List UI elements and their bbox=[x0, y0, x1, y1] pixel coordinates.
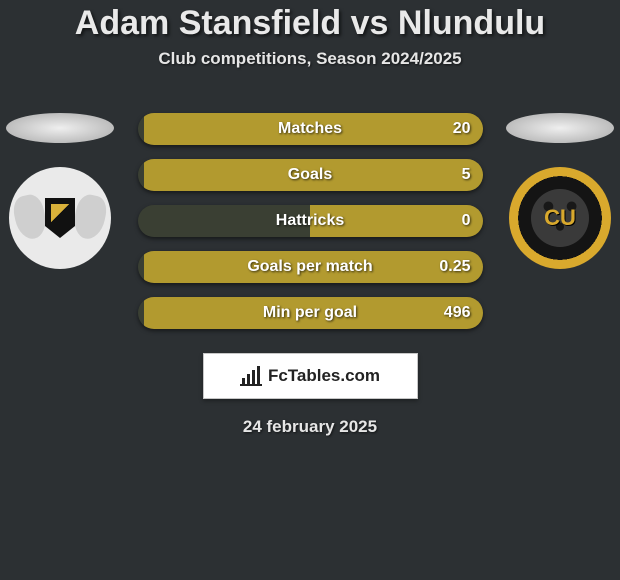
stat-value-right: 20 bbox=[453, 120, 471, 138]
stat-label: Goals per match bbox=[247, 258, 372, 276]
left-player-avatar bbox=[6, 113, 114, 143]
stat-row: Min per goal 496 bbox=[138, 297, 483, 329]
stat-label: Hattricks bbox=[276, 212, 344, 230]
right-club-badge: CU bbox=[509, 167, 611, 269]
stat-row: Goals per match 0.25 bbox=[138, 251, 483, 283]
brand-text: FcTables.com bbox=[268, 366, 380, 386]
stat-value-right: 0.25 bbox=[439, 258, 470, 276]
stat-value-right: 5 bbox=[462, 166, 471, 184]
bars-chart-icon bbox=[240, 366, 262, 386]
stat-value-right: 496 bbox=[444, 304, 471, 322]
stat-bar-left bbox=[138, 159, 145, 191]
right-player-column: CU bbox=[500, 113, 620, 269]
left-player-column bbox=[0, 113, 120, 269]
generated-date: 24 february 2025 bbox=[0, 417, 620, 437]
shield-icon bbox=[45, 198, 75, 238]
stat-row: Goals 5 bbox=[138, 159, 483, 191]
stat-bars: Matches 20 Goals 5 Hattricks 0 Goals per match… bbox=[138, 113, 483, 329]
stat-row: Matches 20 bbox=[138, 113, 483, 145]
stat-row: Hattricks 0 bbox=[138, 205, 483, 237]
stat-label: Min per goal bbox=[263, 304, 357, 322]
stat-label: Goals bbox=[288, 166, 332, 184]
stat-label: Matches bbox=[278, 120, 342, 138]
comparison-body: CU Matches 20 Goals 5 Hattricks 0 Goals per ma… bbox=[0, 113, 620, 437]
stat-bar-left bbox=[138, 297, 145, 329]
stat-bar-left bbox=[138, 113, 145, 145]
comparison-title: Adam Stansfield vs Nlundulu bbox=[0, 0, 620, 43]
left-club-badge bbox=[9, 167, 111, 269]
right-player-avatar bbox=[506, 113, 614, 143]
club-initials: CU bbox=[544, 205, 576, 231]
stat-bar-left bbox=[138, 251, 145, 283]
comparison-subtitle: Club competitions, Season 2024/2025 bbox=[0, 49, 620, 69]
stat-value-right: 0 bbox=[462, 212, 471, 230]
brand-attribution: FcTables.com bbox=[203, 353, 418, 399]
